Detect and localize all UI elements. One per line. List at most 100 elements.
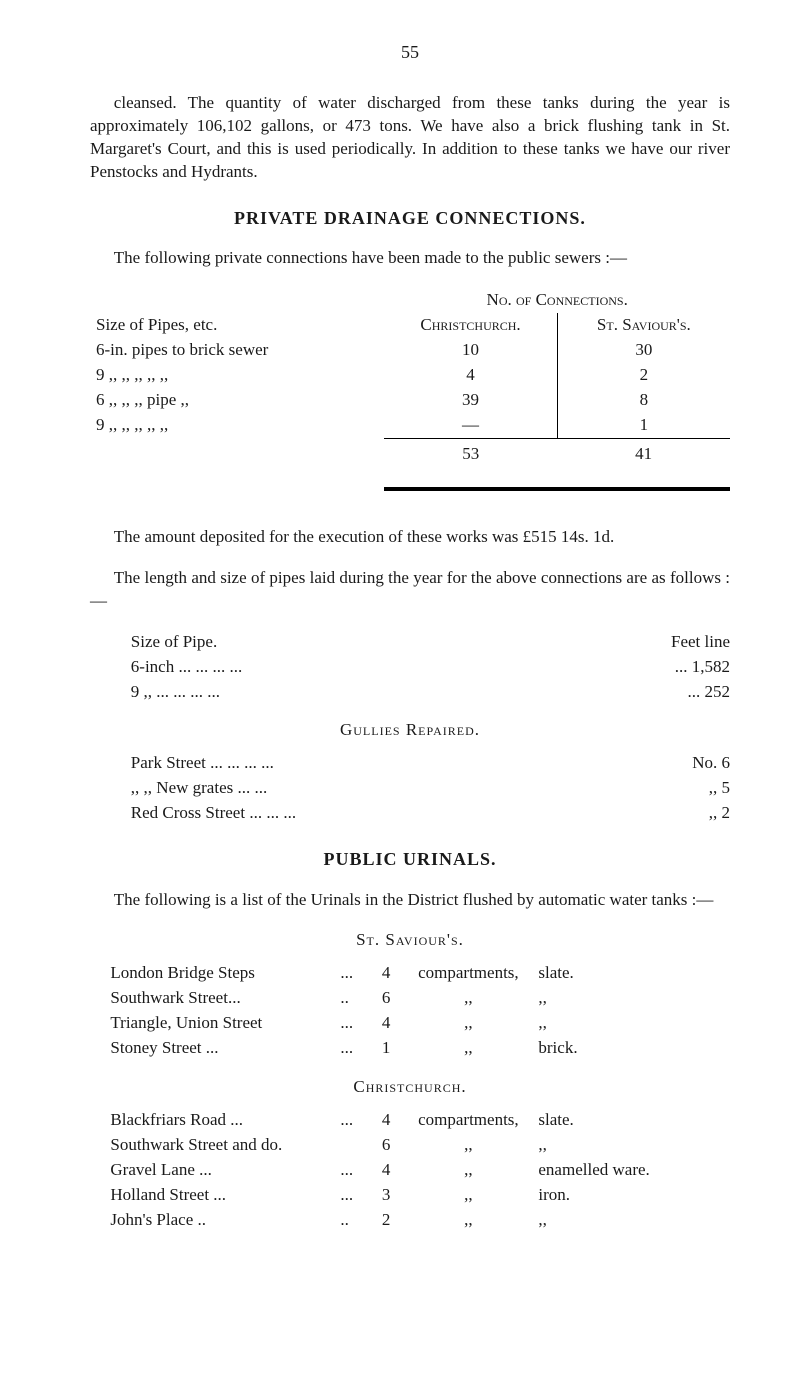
- urinal-material: enamelled ware.: [538, 1159, 730, 1182]
- connections-total-row: 53 41: [90, 438, 730, 466]
- pipe-size-header-row: Size of Pipe. Feet line: [90, 631, 730, 654]
- urinal-material: slate.: [538, 1109, 730, 1132]
- table-row: 9 ,, ,, ,, ,, ,, 4 2: [90, 363, 730, 388]
- urinal-count: 1: [370, 1037, 398, 1060]
- urinal-material: brick.: [538, 1037, 730, 1060]
- gully-label: ,, ,, New grates ... ...: [131, 777, 267, 800]
- connections-cell: —: [384, 413, 557, 438]
- pipe-feet-head: Feet line: [630, 631, 730, 654]
- urinal-dots: ..: [340, 1209, 370, 1232]
- urinal-name: Gravel Lane ...: [110, 1159, 340, 1182]
- urinal-row: Holland Street ... ... 3 ,, iron.: [90, 1184, 730, 1207]
- urinal-count: 2: [370, 1209, 398, 1232]
- urinal-material: ,,: [538, 1012, 730, 1035]
- urinal-word: compartments,: [398, 1109, 538, 1132]
- urinal-row: Stoney Street ... ... 1 ,, brick.: [90, 1037, 730, 1060]
- page: 55 cleansed. The quantity of water disch…: [0, 0, 800, 1400]
- heading-gullies: Gullies Repaired.: [90, 719, 730, 742]
- urinal-dots: ...: [340, 1159, 370, 1182]
- urinal-name: Stoney Street ...: [110, 1037, 340, 1060]
- urinal-word: ,,: [398, 1037, 538, 1060]
- length-paragraph: The length and size of pipes laid during…: [90, 567, 730, 613]
- private-paragraph: The following private connections have b…: [90, 247, 730, 270]
- connections-cell: 2: [557, 363, 730, 388]
- pipe-row: 9 ,, ... ... ... ... ... 252: [90, 681, 730, 704]
- urinal-row: Gravel Lane ... ... 4 ,, enamelled ware.: [90, 1159, 730, 1182]
- connections-cell: 8: [557, 388, 730, 413]
- urinal-count: 6: [370, 987, 398, 1010]
- connections-row-label: 9 ,, ,, ,, ,, ,,: [90, 413, 384, 438]
- connections-row-label: 6 ,, ,, ,, pipe ,,: [90, 388, 384, 413]
- urinal-count: 4: [370, 1109, 398, 1132]
- page-number: 55: [90, 40, 730, 64]
- connections-size-head: Size of Pipes, etc.: [90, 313, 384, 338]
- urinal-name: Southwark Street...: [110, 987, 340, 1010]
- urinal-row: Southwark Street... .. 6 ,, ,,: [90, 987, 730, 1010]
- gully-row: Park Street ... ... ... ... No. 6: [90, 752, 730, 775]
- table-row: 6 ,, ,, ,, pipe ,, 39 8: [90, 388, 730, 413]
- urinal-row: Blackfriars Road ... ... 4 compartments,…: [90, 1109, 730, 1132]
- thick-rule: [384, 487, 730, 491]
- heading-public-urinals: PUBLIC URINALS.: [90, 847, 730, 871]
- connections-row-label: 6-in. pipes to brick sewer: [90, 338, 384, 363]
- urinal-dots: ...: [340, 1184, 370, 1207]
- heading-private-drainage: PRIVATE DRAINAGE CONNECTIONS.: [90, 206, 730, 230]
- urinal-row: Southwark Street and do. 6 ,, ,,: [90, 1134, 730, 1157]
- urinal-name: Blackfriars Road ...: [110, 1109, 340, 1132]
- urinal-material: ,,: [538, 987, 730, 1010]
- urinal-dots: ...: [340, 962, 370, 985]
- urinal-word: ,,: [398, 987, 538, 1010]
- urinal-material: ,,: [538, 1209, 730, 1232]
- urinal-name: London Bridge Steps: [110, 962, 340, 985]
- connections-table: No. of Connections. Size of Pipes, etc. …: [90, 288, 730, 467]
- urinal-word: ,,: [398, 1209, 538, 1232]
- gully-row: ,, ,, New grates ... ... ,, 5: [90, 777, 730, 800]
- pipe-row-label: 6-inch ... ... ... ...: [131, 656, 242, 679]
- urinal-dots: ...: [340, 1012, 370, 1035]
- heading-saviours: St. Saviour's.: [90, 929, 730, 952]
- gully-label: Park Street ... ... ... ...: [131, 752, 274, 775]
- pipe-row-label: 9 ,, ... ... ... ...: [131, 681, 220, 704]
- deposit-paragraph: The amount deposited for the execution o…: [90, 526, 730, 549]
- urinal-dots: ...: [340, 1109, 370, 1132]
- connections-cell: 30: [557, 338, 730, 363]
- urinal-row: Triangle, Union Street ... 4 ,, ,,: [90, 1012, 730, 1035]
- urinal-count: 4: [370, 1159, 398, 1182]
- urinal-count: 4: [370, 962, 398, 985]
- pipe-row: 6-inch ... ... ... ... ... 1,582: [90, 656, 730, 679]
- connections-row-label: 9 ,, ,, ,, ,, ,,: [90, 363, 384, 388]
- table-row: 6-in. pipes to brick sewer 10 30: [90, 338, 730, 363]
- connections-cell: 1: [557, 413, 730, 438]
- connections-cell: 10: [384, 338, 557, 363]
- urinal-count: 4: [370, 1012, 398, 1035]
- gully-value: ,, 5: [630, 777, 730, 800]
- connections-cell: 39: [384, 388, 557, 413]
- connections-total: 41: [557, 438, 730, 466]
- gully-row: Red Cross Street ... ... ... ,, 2: [90, 802, 730, 825]
- urinal-name: Southwark Street and do.: [110, 1134, 340, 1157]
- urinal-name: John's Place ..: [110, 1209, 340, 1232]
- pipe-size-head: Size of Pipe.: [131, 631, 217, 654]
- gully-value: ,, 2: [630, 802, 730, 825]
- urinal-word: compartments,: [398, 962, 538, 985]
- urinal-count: 6: [370, 1134, 398, 1157]
- connections-cell: 4: [384, 363, 557, 388]
- connections-supertitle: No. of Connections.: [384, 288, 730, 313]
- table-row: 9 ,, ,, ,, ,, ,, — 1: [90, 413, 730, 438]
- urinal-name: Holland Street ...: [110, 1184, 340, 1207]
- heading-christchurch: Christchurch.: [90, 1076, 730, 1099]
- connections-col-saviours: St. Saviour's.: [557, 313, 730, 338]
- urinal-name: Triangle, Union Street: [110, 1012, 340, 1035]
- urinal-row: John's Place .. .. 2 ,, ,,: [90, 1209, 730, 1232]
- urinal-dots: ..: [340, 987, 370, 1010]
- intro-paragraph: cleansed. The quantity of water discharg…: [90, 92, 730, 184]
- urinals-paragraph: The following is a list of the Urinals i…: [90, 889, 730, 912]
- urinal-word: ,,: [398, 1012, 538, 1035]
- gully-value: No. 6: [630, 752, 730, 775]
- gully-label: Red Cross Street ... ... ...: [131, 802, 296, 825]
- urinal-word: ,,: [398, 1184, 538, 1207]
- urinal-word: ,,: [398, 1134, 538, 1157]
- urinal-word: ,,: [398, 1159, 538, 1182]
- connections-total: 53: [384, 438, 557, 466]
- urinal-dots: [340, 1134, 370, 1157]
